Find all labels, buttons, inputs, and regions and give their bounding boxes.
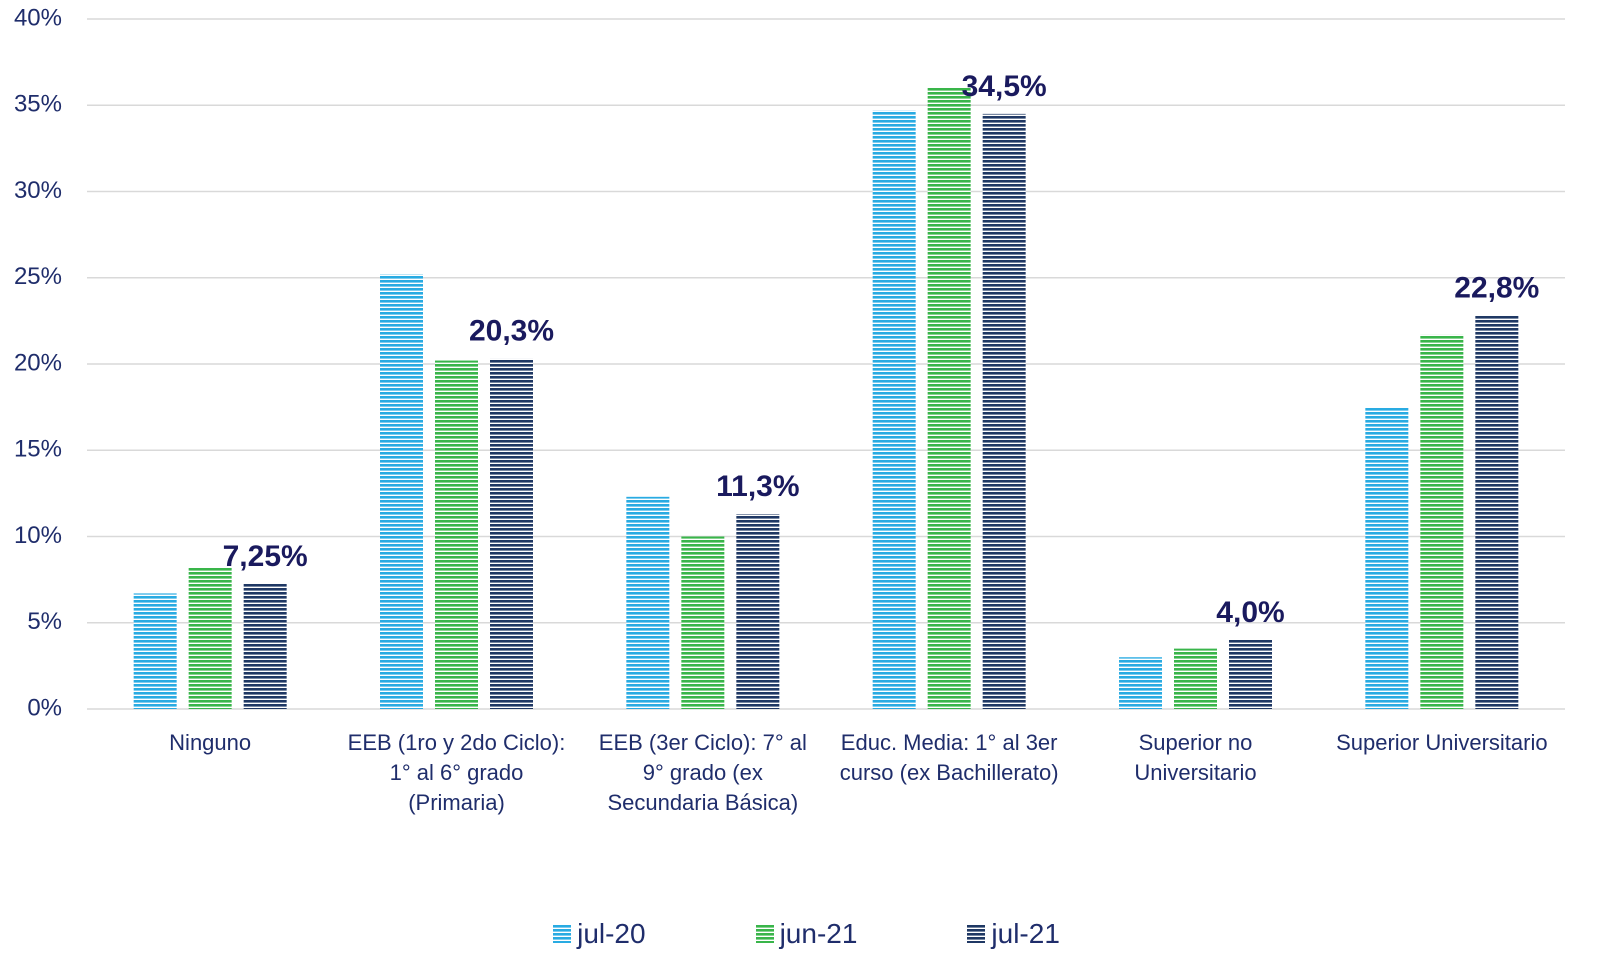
- legend-label: jun-21: [779, 918, 858, 949]
- y-tick-label: 40%: [14, 4, 62, 31]
- x-tick-label: Superior Universitario: [1336, 730, 1548, 755]
- legend: jul-20 jun-21 jul-21: [0, 918, 1613, 950]
- y-tick-label: 5%: [27, 608, 62, 635]
- x-tick-label: EEB (3er Ciclo): 7° al 9° grado (ex Secu…: [598, 730, 807, 815]
- value-label: 11,3%: [716, 470, 799, 503]
- x-tick-label: Ninguno: [169, 730, 252, 755]
- y-tick-label: 15%: [14, 436, 62, 463]
- value-label: 4,0%: [1216, 596, 1284, 629]
- bar: [626, 496, 670, 709]
- bar: [736, 514, 780, 709]
- legend-label: jul-20: [577, 918, 646, 949]
- value-label: 34,5%: [962, 70, 1047, 103]
- y-tick-label: 30%: [14, 177, 62, 204]
- bar: [872, 110, 916, 710]
- legend-label: jul-21: [991, 918, 1060, 949]
- y-tick-label: 10%: [14, 522, 62, 549]
- legend-item: jul-21: [967, 918, 1060, 950]
- value-label: 22,8%: [1454, 272, 1539, 305]
- bar: [1229, 640, 1272, 709]
- bar: [1420, 334, 1464, 709]
- bar: [982, 113, 1026, 709]
- legend-swatch: [967, 925, 986, 943]
- legend-item: jun-21: [755, 918, 858, 950]
- bar: [490, 358, 533, 709]
- bar: [243, 583, 287, 709]
- bar: [435, 360, 478, 709]
- legend-item: jul-20: [553, 918, 646, 950]
- bar: [380, 274, 423, 709]
- y-tick-label: 0%: [27, 694, 62, 721]
- bar: [1119, 657, 1162, 709]
- x-tick-label: Superior no Universitario: [1134, 730, 1257, 785]
- legend-swatch: [553, 925, 572, 943]
- legend-swatch: [755, 925, 774, 943]
- bar: [681, 536, 725, 709]
- y-tick-label: 35%: [14, 91, 62, 118]
- bar: [1174, 648, 1217, 709]
- bar: [133, 593, 177, 709]
- y-tick-label: 25%: [14, 263, 62, 290]
- value-label: 20,3%: [469, 315, 554, 348]
- x-tick-label: EEB (1ro y 2do Ciclo): 1° al 6° grado (P…: [347, 730, 566, 815]
- value-label: 7,25%: [223, 540, 308, 573]
- bar: [188, 567, 232, 709]
- x-tick-label: Educ. Media: 1° al 3er curso (ex Bachill…: [839, 730, 1059, 785]
- bar: [927, 88, 971, 709]
- bar: [1365, 407, 1409, 709]
- y-tick-label: 20%: [14, 349, 62, 376]
- bar: [1475, 315, 1519, 709]
